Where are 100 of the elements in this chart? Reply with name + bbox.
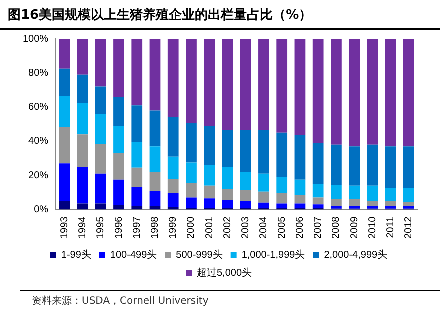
x-tick-label: 2010 [367,216,378,240]
bar [367,186,378,202]
y-tick-label: 100% [23,34,49,45]
bar [240,201,252,208]
bar [331,206,342,209]
bar [150,110,161,147]
bar [276,177,288,194]
bar [168,156,179,180]
bar [95,174,106,204]
chart-title: 图16美国规模以上生猪养殖企业的出栏量占比（%） [0,0,440,30]
x-tick-label: 2007 [313,216,324,240]
y-tick-label: 40% [28,136,49,148]
bar [385,39,396,147]
bar [349,206,360,209]
y-tick-label: 60% [28,102,49,114]
x-tick-label: 2009 [349,216,360,240]
bar [150,190,161,206]
x-tick-label: 2001 [204,216,216,240]
legend-label: 500-999头 [176,248,223,261]
x-tick-label: 2003 [240,216,252,240]
bar [204,165,216,186]
bar [77,39,88,75]
bar [294,195,306,204]
x-tick-label: 1995 [96,216,107,240]
legend-label: 1,000-1,999头 [242,248,306,261]
bar [95,144,106,174]
bar [367,201,378,206]
bar [222,189,234,200]
bar [258,192,270,203]
legend-label: 1-99头 [61,248,92,261]
bar [349,186,360,200]
bar [276,204,288,208]
bar [186,39,197,124]
bar [132,168,143,188]
bar [349,146,360,186]
bar [367,206,378,209]
bar [312,184,324,198]
bar [150,39,161,111]
y-tick-label: 80% [28,68,49,79]
bar [240,39,252,130]
bar [222,167,234,190]
bar [294,180,306,196]
bar [404,39,414,147]
bar [222,130,234,168]
bar [59,201,70,210]
bar [168,118,179,157]
legend-label: 100-499头 [110,248,158,261]
bar [349,200,360,206]
bar [150,172,161,191]
bar [59,164,70,202]
bar [240,190,252,202]
bar [367,39,378,145]
bar [77,74,88,104]
bar [168,194,179,208]
y-tick-label: 20% [28,170,49,182]
x-tick-label: 2011 [386,216,397,238]
x-tick-label: 2004 [258,216,270,240]
y-tick-label: 0% [34,204,49,216]
bar [132,106,143,142]
x-tick-label: 1994 [78,216,89,240]
bar [276,194,288,204]
bar [95,86,106,114]
bar [114,126,124,154]
bar [312,198,324,205]
bar [404,146,414,188]
bar [204,39,216,126]
bar [349,39,360,147]
bar [258,130,270,174]
bar [168,39,179,118]
bar [294,135,306,180]
bar [276,39,288,133]
bar [59,68,70,96]
bar [385,206,396,209]
bar [331,39,342,145]
bar [77,103,88,135]
bar [312,39,324,144]
bar [132,188,143,206]
bar [204,186,216,199]
bar [204,198,216,208]
bar [294,39,306,136]
x-tick-label: 1998 [150,216,161,240]
bar [404,206,414,209]
bar [240,172,252,190]
bar [240,130,252,172]
bar [404,202,414,206]
bar [258,174,270,192]
bar [168,207,179,210]
bar [258,202,270,208]
x-tick-label: 2012 [404,216,415,240]
bar [59,126,70,164]
bar [77,167,88,204]
bar [222,200,234,208]
bar [77,134,88,168]
bar [186,162,197,184]
bar [95,114,106,144]
bar [59,96,70,127]
bar [114,39,124,98]
bar [312,143,324,184]
bar [258,39,270,130]
bar [114,205,124,210]
